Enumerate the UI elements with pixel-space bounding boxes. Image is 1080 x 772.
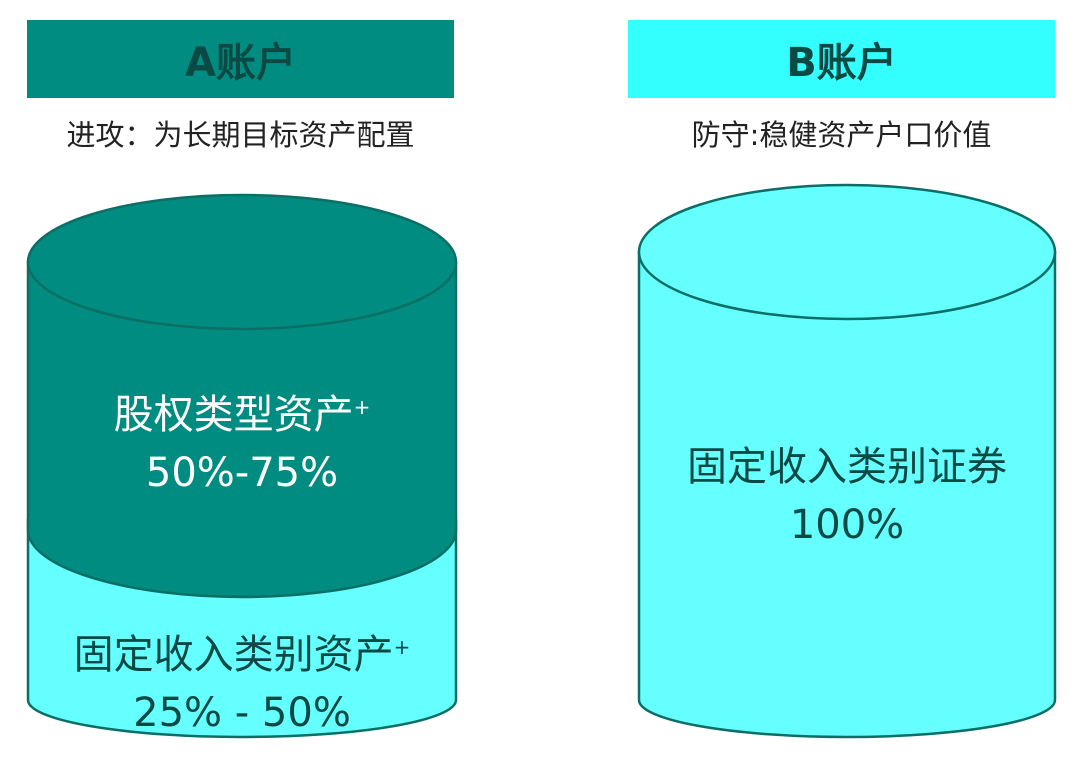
cylinder-a-top <box>26 193 458 331</box>
equity-segment-label: 股权类型资产+ 50%-75% <box>113 392 371 496</box>
cylinder-a-top-segment <box>26 260 458 599</box>
account-b-header: B账户 <box>628 20 1055 98</box>
account-b-subtitle: 防守:稳健资产户口价值 <box>691 118 992 152</box>
fixed-income-securities-label: 固定收入类别证券 100% <box>687 444 1007 548</box>
account-a-header: A账户 <box>27 20 454 98</box>
cylinder-a <box>26 193 458 739</box>
fixed-income-segment-label: 固定收入类别资产+ 25% - 50% <box>73 632 411 736</box>
cylinder-b-top <box>637 183 1057 321</box>
account-a-subtitle: 进攻：为长期目标资产配置 <box>66 118 415 152</box>
cylinder-b <box>637 183 1057 739</box>
